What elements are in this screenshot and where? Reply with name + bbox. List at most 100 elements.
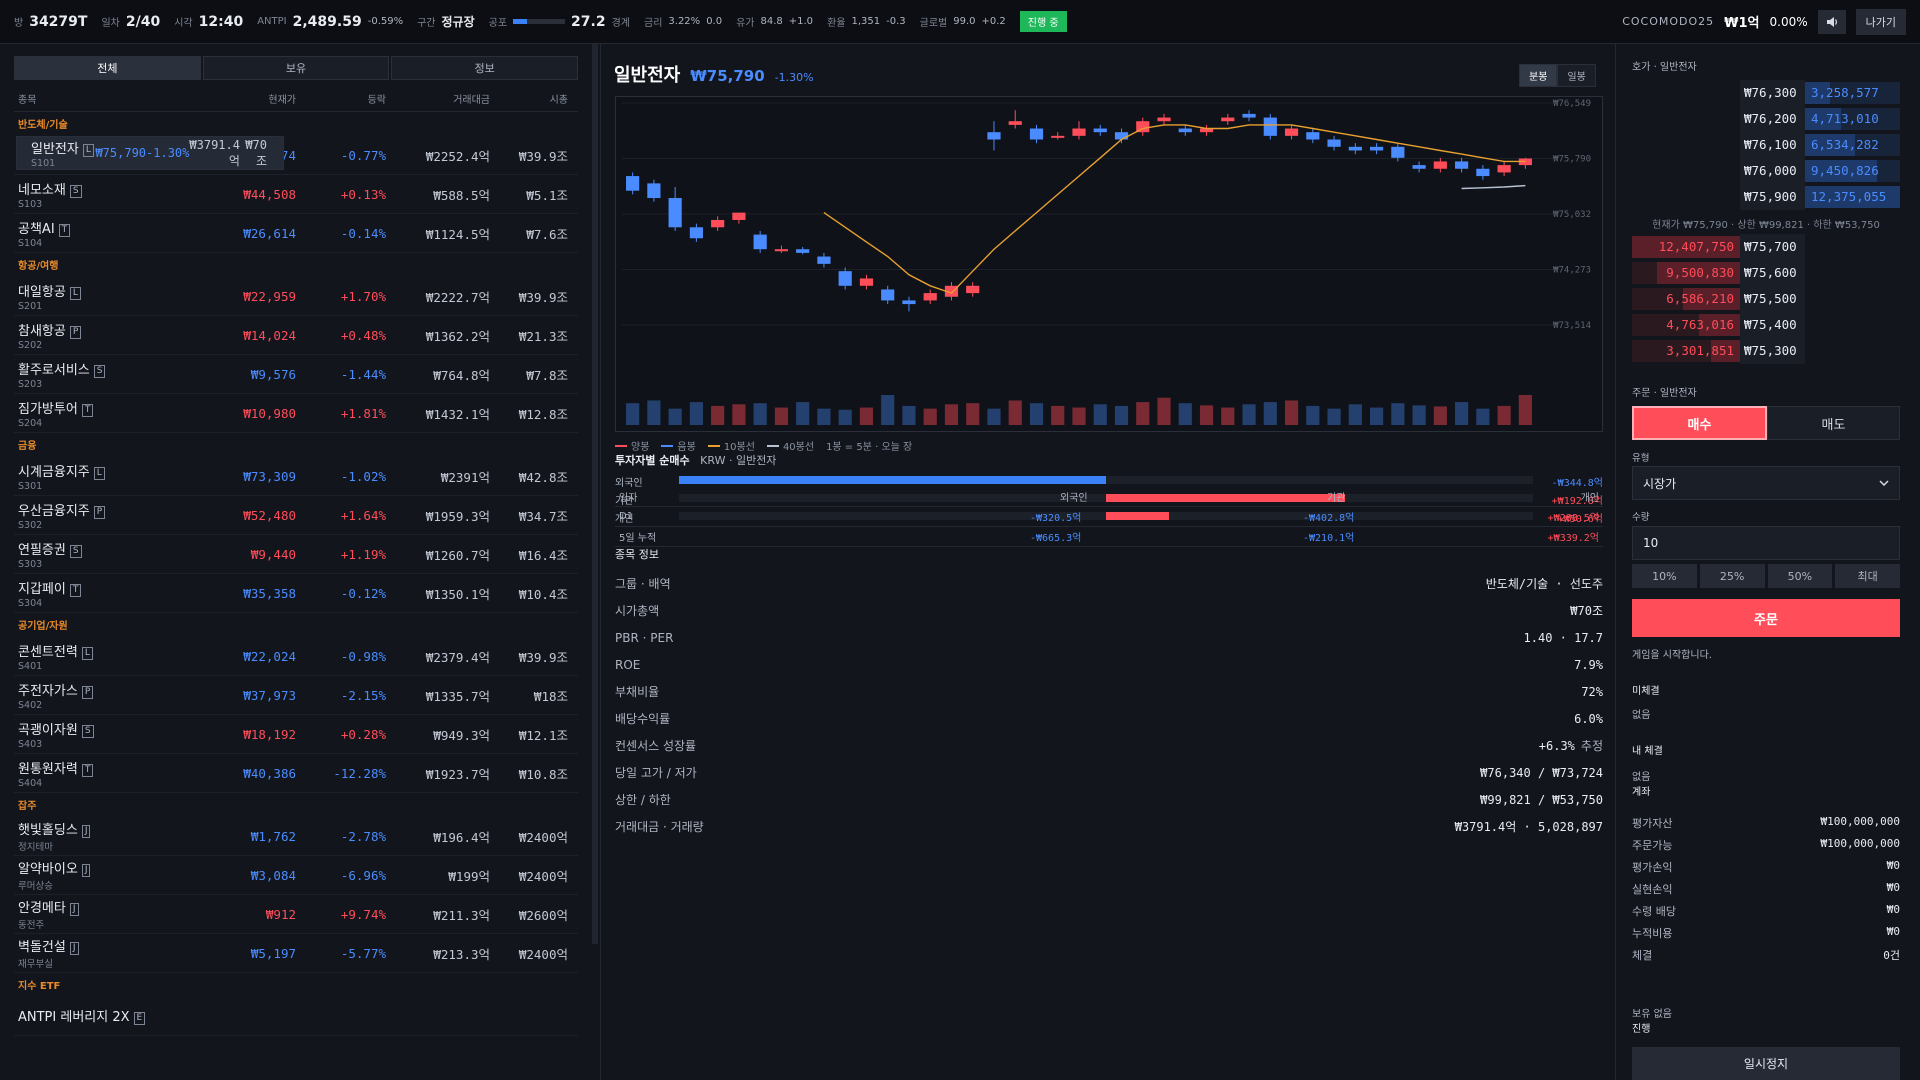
volume-bar (923, 408, 937, 425)
stock-row[interactable]: 알약바이오 J 루머상승 ₩3,084 -6.96% ₩199억 ₩2400억 (14, 856, 578, 895)
stock-cell-name: 네모소재 S S103 (14, 179, 204, 210)
pending-title: 미체결 (1632, 686, 1660, 697)
candle-body (1051, 135, 1065, 138)
stock-row[interactable]: 주전자가스 P S402 ₩37,973 -2.15% ₩1335.7억 ₩18조 (14, 676, 578, 715)
stock-cell-name: 우산금융지주 P S302 (14, 500, 204, 531)
stock-name: 벽돌건설 (18, 940, 66, 955)
stock-cell-name: 지갑페이 T S304 (14, 578, 204, 609)
stock-row[interactable]: 햇빛홀딩스 J 정지테마 ₩1,762 -2.78% ₩196.4억 ₩2400억 (14, 817, 578, 856)
stock-row[interactable]: 지갑페이 T S304 ₩35,358 -0.12% ₩1350.1억 ₩10.4조 (14, 574, 578, 613)
investor-title: 투자자별 순매수 KRW · 일반전자 (615, 452, 776, 468)
bid-row[interactable]: 9,500,830 ₩75,600 (1632, 260, 1900, 286)
day-value: 2/40 (125, 13, 161, 30)
stock-row[interactable]: 짐가방투어 T S204 ₩10,980 +1.81% ₩1432.1억 ₩12.8조 (14, 394, 578, 433)
preset-25[interactable]: 25% (1699, 564, 1765, 588)
stock-volume: ₩1124.5억 (425, 226, 490, 242)
header-volume: 거래대금 (453, 95, 490, 106)
stock-cap: ₩12.8조 (518, 406, 568, 422)
progress-title: 진행 (1632, 1024, 1651, 1035)
investor-value: +₩50.6억 (1557, 514, 1603, 525)
stock-row[interactable]: 안경메타 J 동전주 ₩912 +9.74% ₩211.3억 ₩2600억 (14, 895, 578, 934)
stock-change: -1.30% (774, 71, 814, 84)
stock-name: 주전자가스 (18, 683, 78, 699)
ask-row[interactable]: ₩75,900 12,375,055 (1632, 184, 1900, 210)
top-bar: 방 34279T 일차 2/40 시각 12:40 ANTPI 2,489.59 -0.5… (0, 0, 1920, 44)
preset-max[interactable]: 최대 (1835, 564, 1900, 588)
stock-row[interactable]: 네모소재 S S103 ₩44,508 +0.13% ₩588.5억 ₩5.1조 (14, 175, 578, 214)
candle-chart[interactable]: ₩76,549 ₩75,790 ₩75,032 ₩74,273 ₩73,514 (615, 96, 1603, 432)
ask-row[interactable]: ₩76,000 9,450,826 (1632, 158, 1900, 184)
stock-row[interactable]: 참새항공 P S202 ₩14,024 +0.48% ₩1362.2억 ₩21.3조 (14, 316, 578, 355)
volume-bar (1476, 408, 1490, 425)
stock-row[interactable]: 원통원자력 T S404 ₩40,386 -12.28% ₩1923.7억 ₩10.8조 (14, 754, 578, 793)
timeframe-day[interactable]: 일봉 (1557, 64, 1596, 87)
stock-change: -6.96% (340, 867, 386, 883)
stock-row[interactable]: 시계금융지주 L S301 ₩73,309 -1.02% ₩2391억 ₩42.8조 (14, 457, 578, 496)
stock-cap: ₩10.8조 (518, 766, 568, 782)
stock-badge: P (69, 325, 82, 339)
stock-name: 일반전자 (614, 65, 681, 86)
stock-list-panel: 전체 보유 정보 종목 현재가 등락 거래대금 시총 반도체/기술 일반전자 L S1… (14, 56, 578, 1080)
volume-bar (1433, 406, 1447, 425)
account-value: ₩0 (1886, 903, 1900, 916)
stock-list: 반도체/기술 일반전자 L S101 ₩75,790 -1.30% ₩3791.4억 ₩70조… (14, 112, 578, 1036)
timeframe-minute[interactable]: 분봉 (1519, 64, 1558, 87)
bid-row[interactable]: 6,586,210 ₩75,500 (1632, 286, 1900, 312)
stock-code: S203 (18, 378, 43, 390)
stock-cell-name: 연필증권 S S303 (14, 539, 204, 570)
buy-tab[interactable]: 매수 (1632, 406, 1767, 440)
stock-row[interactable]: 우산금융지주 P S302 ₩52,480 +1.64% ₩1959.3억 ₩34.7조 (14, 496, 578, 535)
ask-row[interactable]: ₩76,100 6,534,282 (1632, 132, 1900, 158)
exit-button[interactable]: 나가기 (1855, 8, 1906, 35)
list-scrollbar[interactable] (592, 44, 598, 944)
stock-row[interactable]: 콘센트전력 L S401 ₩22,024 -0.98% ₩2379.4억 ₩39.9조 (14, 637, 578, 676)
stock-row[interactable]: 일반전자 L S101 ₩75,790 -1.30% ₩3791.4억 ₩70조 (16, 136, 284, 170)
bid-price-cell (1740, 286, 1805, 312)
order-button[interactable]: 주문 (1632, 599, 1900, 637)
chart-panel: 일반전자 ₩75,790 -1.30% 분봉 일봉 ₩76,549 ₩75,790… (600, 44, 1616, 1080)
stock-volume: ₩2252.4억 (425, 148, 490, 164)
investor-title-text: 투자자별 순매수 (615, 454, 690, 467)
stock-row[interactable]: ANTPI 레버리지 2X E (14, 997, 578, 1036)
stock-row[interactable]: 벽돌건설 J 재무부실 ₩5,197 -5.77% ₩213.3억 ₩2400억 (14, 934, 578, 973)
ask-row[interactable]: ₩76,300 3,258,577 (1632, 80, 1900, 106)
stock-price: ₩40,386 (243, 765, 296, 781)
sell-tab[interactable]: 매도 (1767, 406, 1900, 440)
stock-cell-name: 곡괭이자원 S S403 (14, 719, 204, 750)
bid-row[interactable]: 12,407,750 ₩75,700 (1632, 234, 1900, 260)
volume-bar (944, 404, 959, 425)
candle-body (1242, 113, 1256, 118)
stock-row[interactable]: 대일항공 L S201 ₩22,959 +1.70% ₩2222.7억 ₩39.9조 (14, 277, 578, 316)
tab-info[interactable]: 정보 (391, 56, 578, 80)
preset-10[interactable]: 10% (1632, 564, 1697, 588)
y-tick-label: ₩73,514 (1553, 321, 1591, 331)
candle-body (1497, 165, 1511, 173)
day-info: 일차 2/40 (101, 14, 160, 30)
fear-gauge-fill (513, 19, 528, 24)
bid-row[interactable]: 3,301,851 ₩75,300 (1632, 338, 1900, 364)
stock-row[interactable]: 연필증권 S S303 ₩9,440 +1.19% ₩1260.7억 ₩16.4조 (14, 535, 578, 574)
qty-input[interactable]: 10 (1632, 526, 1900, 560)
global-value: 99.0 (953, 16, 976, 27)
stock-cell-name: 알약바이오 J 루머상승 (14, 858, 204, 892)
pause-button[interactable]: 일시정지 (1632, 1047, 1900, 1080)
stock-row[interactable]: 활주로서비스 S S203 ₩9,576 -1.44% ₩764.8억 ₩7.8조 (14, 355, 578, 394)
order-type-select[interactable]: 시장가 (1632, 466, 1900, 500)
stock-row[interactable]: 곡괭이자원 S S403 ₩18,192 +0.28% ₩949.3억 ₩12.1조 (14, 715, 578, 754)
ask-row[interactable]: ₩76,200 4,713,010 (1632, 106, 1900, 132)
stock-name-line: 안경메타 J (18, 897, 204, 916)
tab-holdings[interactable]: 보유 (202, 56, 390, 80)
stock-name: 햇빛홀딩스 (18, 823, 78, 838)
stock-row[interactable]: 공책AI T S104 ₩26,614 -0.14% ₩1124.5억 ₩7.6조 (14, 214, 578, 253)
candle-body (1455, 161, 1469, 169)
bid-row[interactable]: 4,763,016 ₩75,400 (1632, 312, 1900, 338)
sound-button[interactable] (1817, 9, 1846, 34)
volume-bar (1284, 400, 1299, 425)
global-info: 글로벌 99.0 +0.2 (920, 14, 1006, 29)
preset-50[interactable]: 50% (1767, 564, 1833, 588)
stock-price: ₩22,024 (243, 648, 296, 664)
volume-bar (668, 408, 682, 425)
volume-bar (647, 400, 661, 425)
tab-all[interactable]: 전체 (14, 56, 201, 80)
info-value: +6.3% (1538, 739, 1575, 753)
